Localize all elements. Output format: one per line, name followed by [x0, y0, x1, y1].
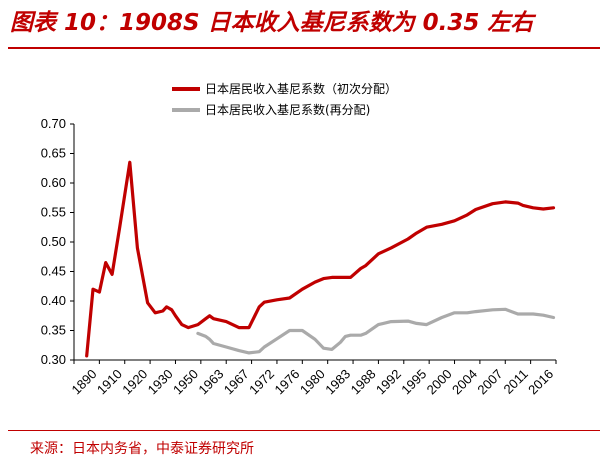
x-tick-label: 2016	[525, 366, 556, 397]
y-tick-label: 0.45	[41, 264, 66, 279]
x-tick-label: 1920	[119, 366, 150, 397]
x-tick-label: 2007	[474, 366, 505, 397]
line-chart: 日本居民收入基尼系数（初次分配） 日本居民收入基尼系数(再分配) 0.300.3…	[41, 81, 557, 397]
x-tick-label: 1992	[373, 366, 404, 397]
x-tick-label: 1976	[271, 366, 302, 397]
x-tick-label: 1910	[94, 366, 125, 397]
y-tick-label: 0.65	[41, 146, 66, 161]
y-tick-label: 0.40	[41, 293, 66, 308]
series-lines	[85, 160, 556, 358]
source-note: 来源：日本内务省，中泰证券研究所	[30, 441, 254, 457]
y-tick-label: 0.70	[41, 116, 66, 131]
x-tick-label: 1890	[69, 366, 100, 397]
x-tick-label: 1930	[145, 366, 176, 397]
series-line-primary	[85, 160, 556, 358]
y-tick-label: 0.60	[41, 175, 66, 190]
legend-label-secondary: 日本居民收入基尼系数(再分配)	[205, 102, 370, 117]
x-tick-label: 1972	[246, 366, 277, 397]
y-tick-label: 0.55	[41, 205, 66, 220]
x-tick-label: 1995	[398, 366, 429, 397]
x-tick-label: 1950	[170, 366, 201, 397]
axes	[73, 124, 556, 361]
y-axis-ticks: 0.30 0.35 0.40 0.45 0.50 0.55 0.60 0.65 0.70	[41, 116, 74, 367]
x-axis-ticks: 1890191019201930195019631967197219761980…	[69, 360, 557, 397]
y-tick-label: 0.35	[41, 323, 66, 338]
x-tick-label: 1988	[348, 366, 379, 397]
x-tick-label: 2011	[500, 366, 530, 396]
source-divider	[8, 430, 600, 431]
x-tick-label: 2004	[449, 366, 480, 397]
x-tick-label: 1963	[195, 366, 226, 397]
x-tick-label: 1980	[297, 366, 328, 397]
y-tick-label: 0.30	[41, 352, 66, 367]
x-tick-label: 1983	[322, 366, 353, 397]
title-underline	[8, 47, 600, 49]
y-tick-label: 0.50	[41, 234, 66, 249]
chart-title: 图表 10：1908S 日本收入基尼系数为 0.35 左右	[10, 10, 534, 36]
series-line-secondary	[196, 307, 556, 355]
legend-label-primary: 日本居民收入基尼系数（初次分配）	[205, 81, 397, 96]
legend: 日本居民收入基尼系数（初次分配） 日本居民收入基尼系数(再分配)	[172, 81, 397, 117]
x-tick-label: 1967	[221, 366, 252, 397]
x-tick-label: 2000	[424, 366, 455, 397]
